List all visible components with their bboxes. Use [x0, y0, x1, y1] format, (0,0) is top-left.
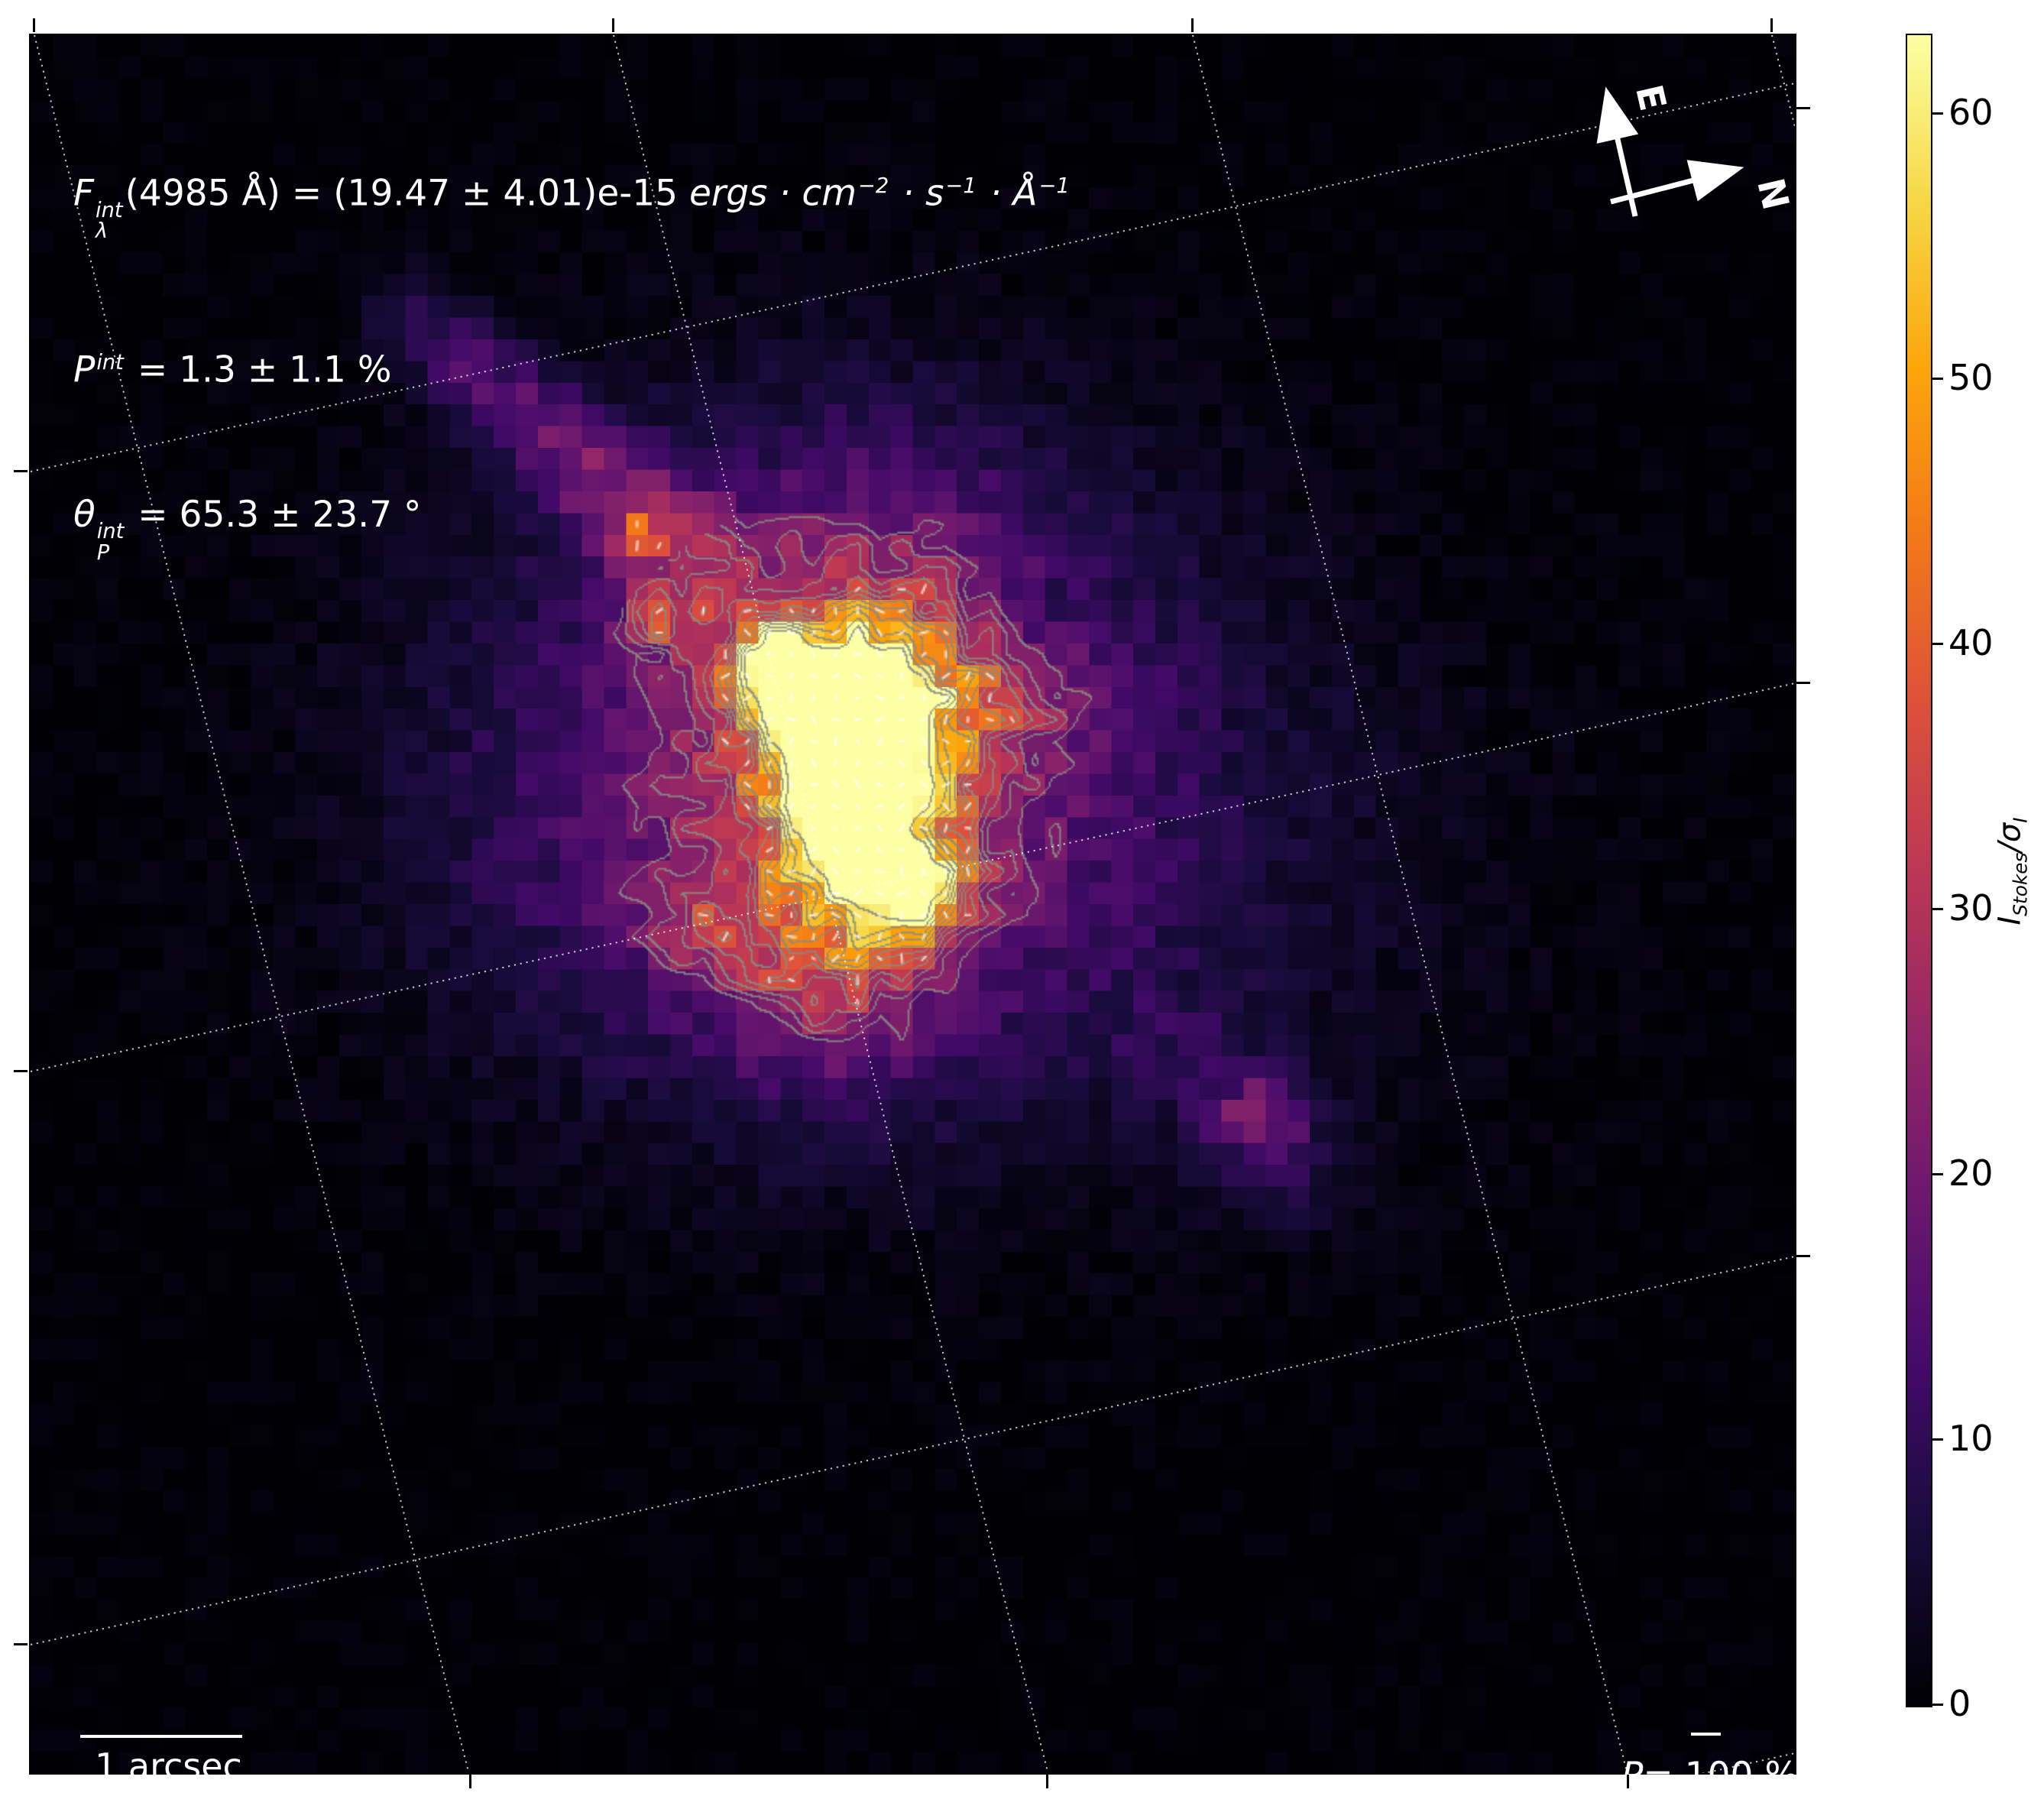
flux-unit-3: · Å	[978, 172, 1038, 215]
theta-value: = 65.3 ± 23.7 °	[126, 493, 422, 536]
colorbar-tick-50	[1932, 378, 1943, 381]
flux-unit-1: ergs · cm	[688, 172, 857, 215]
colorbar-tick-label-30: 30	[1948, 887, 1994, 929]
colorbar-tick-30	[1932, 908, 1943, 911]
grid-line-dec-3	[1701, 1752, 1795, 1773]
compass-east-label: E	[1627, 81, 1674, 115]
tick-right-1	[1796, 682, 1810, 684]
colorbar-tick-60	[1932, 112, 1943, 115]
colorbar-tick-label-50: 50	[1948, 357, 1994, 399]
tick-bottom-2	[1627, 1775, 1629, 1788]
compass-north-label: N	[1748, 174, 1797, 214]
flux-value: (4985 Å) = (19.47 ± 4.01)e-15	[125, 172, 689, 215]
colorbar-tick-0	[1932, 1704, 1943, 1706]
colorbar-tick-20	[1932, 1173, 1943, 1176]
grid-line-ra-3	[1771, 35, 1795, 131]
flux-sup: int	[96, 198, 123, 222]
colorbar-tick-label-60: 60	[1948, 92, 1994, 134]
plegend-symbol: P	[1621, 1755, 1644, 1796]
tick-bottom-1	[1046, 1775, 1048, 1788]
arcsec-scale-bar	[80, 1735, 242, 1738]
tick-bottom-0	[469, 1775, 471, 1788]
colorbar-tick-label-0: 0	[1948, 1683, 1971, 1724]
celestial-grid-overlay	[31, 35, 1795, 1773]
colorbar-tick-10	[1932, 1438, 1943, 1441]
grid-line-dec-0	[31, 83, 1795, 472]
flux-unit-2: · s	[891, 172, 944, 215]
polarization-scale-vector	[1691, 1733, 1721, 1736]
theta-sup: int	[96, 519, 125, 543]
colorbar-tick-label-10: 10	[1948, 1418, 1994, 1460]
polarization-scale-legend: P= 100 %	[1621, 1755, 1799, 1796]
colorbar-axis-label: IStokes/σI	[1993, 817, 2032, 925]
flux-sub: λ	[96, 219, 109, 244]
polarization-angle-line: θ int P = 65.3 ± 23.7 °	[73, 491, 1072, 564]
grid-line-ra-2	[1192, 35, 1628, 1773]
tick-left-2	[14, 1643, 28, 1645]
cb-label-sigma-sub: I	[2009, 817, 2032, 823]
grid-line-ra-1	[613, 35, 1049, 1773]
tick-top-3	[1770, 18, 1773, 32]
pol-sup: int	[96, 351, 124, 375]
plegend-value: 100	[1684, 1755, 1754, 1796]
cb-label-I: I	[1992, 916, 2028, 926]
flux-unit-exp-3: −1	[1038, 174, 1070, 198]
cb-label-sigma: /σ	[1992, 822, 2028, 853]
flux-unit-exp-1: −2	[858, 174, 889, 198]
tick-top-2	[1191, 18, 1194, 32]
theta-supsub: int P	[97, 521, 125, 564]
flux-unit-exp-2: −1	[945, 174, 977, 198]
tick-left-1	[14, 1070, 28, 1072]
tick-right-0	[1796, 107, 1810, 109]
tick-left-0	[14, 470, 28, 472]
polarization-degree-line: Pint = 1.3 ± 1.1 %	[73, 339, 1072, 394]
compass-orientation-icon: E N	[1596, 81, 1797, 217]
pol-symbol: P	[73, 349, 96, 391]
flux-supsub: int λ	[96, 198, 123, 244]
tick-top-1	[612, 18, 614, 32]
tick-top-0	[33, 18, 35, 32]
plegend-unit: %	[1753, 1755, 1799, 1796]
compass-north-arrow	[1610, 160, 1744, 205]
colorbar	[1906, 34, 1932, 1707]
plegend-eq: =	[1643, 1755, 1685, 1796]
grid-line-ra-0	[34, 35, 470, 1773]
pol-value: = 1.3 ± 1.1 %	[125, 349, 392, 391]
arcsec-scale-label: 1 arcsec	[95, 1746, 242, 1787]
flux-symbol: F	[73, 172, 95, 215]
grid-line-dec-2	[31, 1256, 1795, 1645]
colorbar-tick-label-40: 40	[1948, 622, 1994, 664]
colorbar-tick-40	[1932, 643, 1943, 646]
grid-line-dec-1	[31, 682, 1795, 1072]
colorbar-tick-label-20: 20	[1948, 1152, 1994, 1195]
theta-symbol: θ	[73, 493, 96, 536]
contours-and-polarization-vectors-canvas	[31, 35, 1795, 1773]
tick-right-2	[1796, 1255, 1810, 1257]
cb-label-stokes: Stokes	[2009, 852, 2032, 916]
theta-sub: P	[96, 540, 110, 565]
